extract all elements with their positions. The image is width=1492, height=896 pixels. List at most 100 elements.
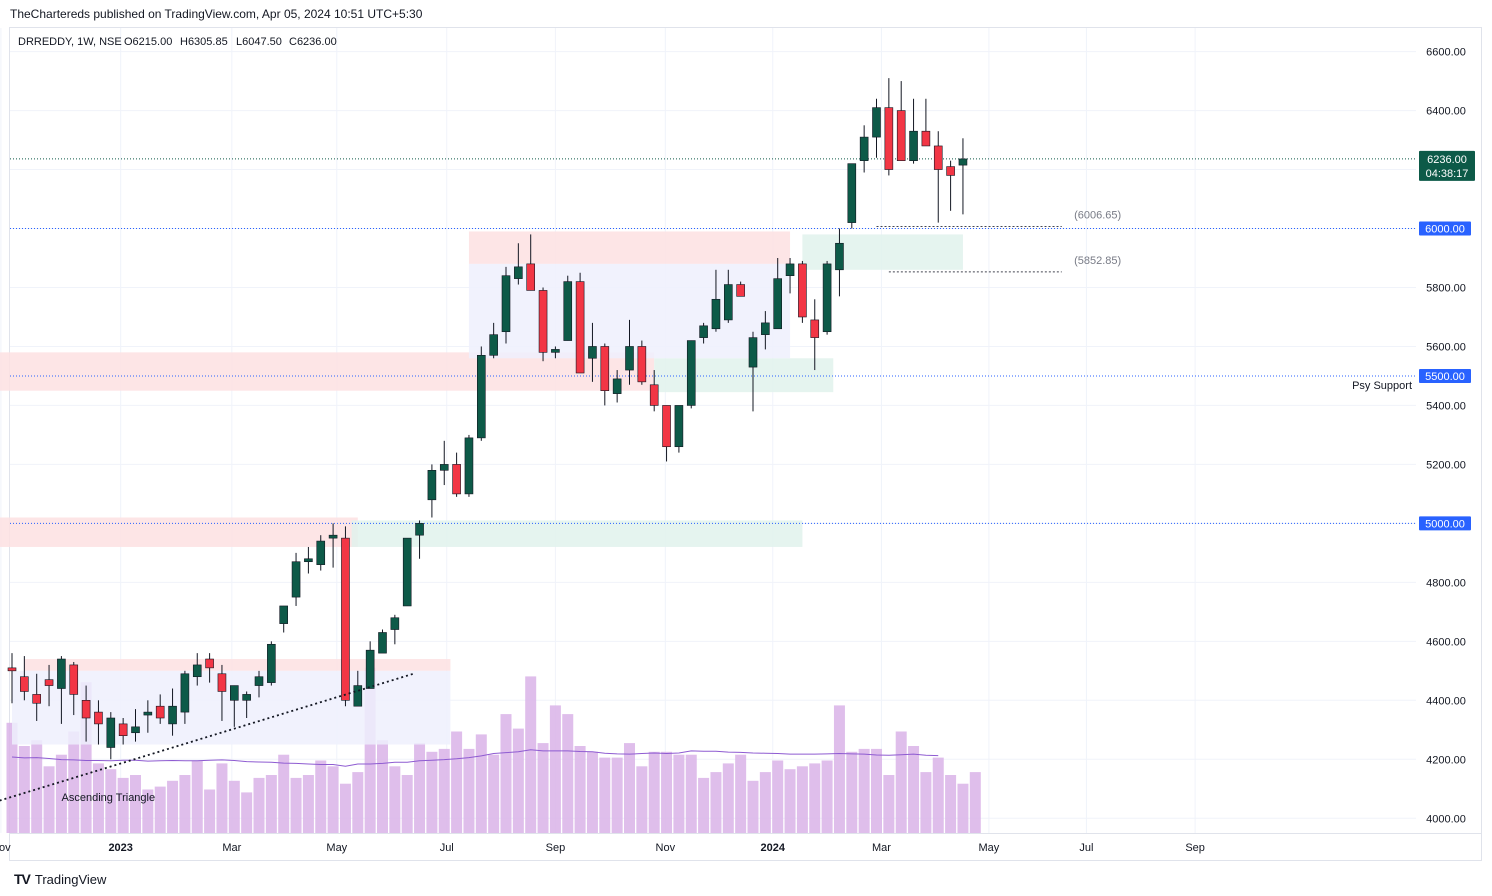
candle-body[interactable] [217, 673, 227, 692]
volume-bar [414, 743, 426, 833]
candle-body[interactable] [205, 658, 214, 669]
candle-body[interactable] [933, 145, 943, 170]
candle-body[interactable] [748, 337, 758, 368]
candle-body[interactable] [489, 334, 498, 356]
candle-body[interactable] [563, 281, 573, 341]
candle-body[interactable] [958, 158, 968, 166]
candle-body[interactable] [279, 605, 289, 624]
candle-body[interactable] [180, 673, 190, 713]
tradingview-brand[interactable]: TV TradingView [14, 871, 106, 887]
candle-body[interactable] [242, 694, 251, 701]
candle-body[interactable] [761, 322, 770, 335]
candle-body[interactable] [526, 263, 536, 291]
annotation-5852: (5852.85) [1074, 255, 1121, 267]
candles[interactable] [7, 78, 968, 760]
candle-body[interactable] [736, 284, 745, 297]
candle-body[interactable] [427, 470, 437, 501]
candle-body[interactable] [872, 107, 881, 138]
candle-body[interactable] [118, 723, 128, 736]
candle-body[interactable] [106, 717, 116, 748]
candle-body[interactable] [637, 346, 647, 383]
candle-body[interactable] [798, 263, 807, 318]
candle-body[interactable] [514, 266, 523, 279]
candle-body[interactable] [304, 558, 313, 563]
candle-body[interactable] [551, 349, 560, 353]
volume-bar [747, 780, 759, 833]
candle-body[interactable] [723, 284, 733, 321]
volume-bar [55, 754, 67, 833]
candle-body[interactable] [230, 685, 239, 701]
supply-zone [468, 231, 791, 264]
time-tick-label: May [978, 842, 999, 854]
candle-body[interactable] [538, 290, 548, 353]
candle-body[interactable] [341, 537, 350, 701]
volume-bar [488, 754, 500, 833]
candle-body[interactable] [69, 664, 79, 695]
candle-body[interactable] [168, 705, 177, 725]
legend-symbol[interactable]: DRREDDY, 1W, NSE [18, 36, 122, 48]
candle-body[interactable] [439, 464, 449, 471]
candle-body[interactable] [192, 664, 202, 678]
time-axis[interactable]: Nov 2023 Mar May Jul Sep Nov 2024 Mar May Jul Sep [0, 842, 1205, 854]
price-tick-label: 6400.00 [1426, 106, 1466, 118]
candle-body[interactable] [155, 705, 165, 719]
candle-body[interactable] [921, 130, 931, 147]
candle-body[interactable] [662, 405, 671, 448]
price-axis[interactable]: 4000.00 4200.00 4400.00 4600.00 4800.00 5000.… [1419, 47, 1475, 826]
volume-bar [401, 775, 413, 833]
candle-body[interactable] [859, 136, 869, 161]
candle-body[interactable] [7, 667, 17, 672]
candle-body[interactable] [254, 676, 264, 686]
candle-body[interactable] [328, 534, 338, 539]
candle-body[interactable] [773, 278, 783, 330]
volume-bar [265, 775, 277, 833]
candle-body[interactable] [365, 649, 375, 689]
candle-body[interactable] [588, 346, 597, 359]
candle-body[interactable] [575, 281, 585, 374]
candle-body[interactable] [402, 537, 412, 607]
candle-body[interactable] [625, 346, 634, 371]
candle-body[interactable] [267, 643, 276, 683]
candle-body[interactable] [847, 163, 857, 223]
candle-body[interactable] [909, 130, 918, 161]
candle-body[interactable] [32, 694, 42, 704]
candle-body[interactable] [711, 298, 721, 330]
candle-body[interactable] [390, 617, 400, 630]
candle-body[interactable] [946, 166, 955, 176]
volume-bar [426, 751, 438, 833]
candle-body[interactable] [835, 242, 844, 271]
candle-body[interactable] [143, 711, 153, 716]
candle-body[interactable] [674, 405, 684, 448]
candle-body[interactable] [94, 711, 103, 725]
candle-body[interactable] [649, 384, 659, 406]
candle-body[interactable] [612, 378, 622, 394]
candle-body[interactable] [884, 107, 894, 170]
candle-body[interactable] [699, 325, 708, 338]
candle-body[interactable] [822, 263, 832, 333]
candle-body[interactable] [600, 346, 610, 391]
candle-body[interactable] [353, 685, 363, 707]
candle-body[interactable] [686, 340, 696, 406]
candle-body[interactable] [476, 355, 486, 439]
candle-body[interactable] [131, 726, 140, 734]
candle-body[interactable] [810, 319, 820, 338]
candle-body[interactable] [57, 658, 66, 689]
candle-body[interactable] [81, 700, 91, 719]
candle-body[interactable] [896, 110, 906, 161]
volume-bar [228, 780, 240, 833]
candle-body[interactable] [316, 540, 326, 565]
volume-bar [253, 777, 265, 833]
candle-body[interactable] [378, 632, 387, 654]
candle-body[interactable] [464, 437, 474, 495]
candle-body[interactable] [291, 561, 301, 598]
volume-bar [364, 667, 376, 833]
volume-bars [6, 667, 981, 833]
candle-body[interactable] [501, 275, 511, 333]
candle-body[interactable] [44, 679, 54, 686]
candle-body[interactable] [20, 676, 29, 692]
time-tick-label: Jul [440, 842, 454, 854]
candle-body[interactable] [452, 464, 461, 495]
candle-body[interactable] [785, 263, 795, 276]
candle-body[interactable] [415, 523, 424, 536]
